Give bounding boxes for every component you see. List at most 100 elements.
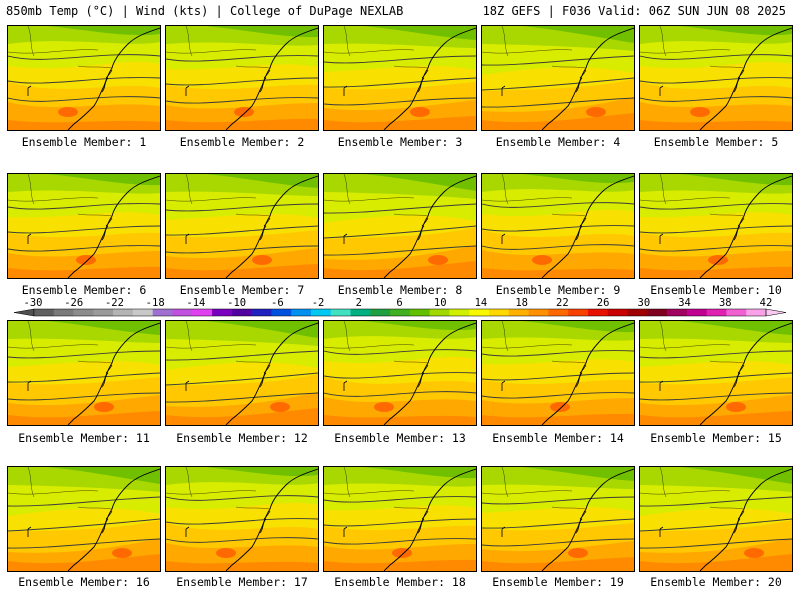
colorbar-segment (113, 309, 134, 316)
ensemble-member-label: Ensemble Member: 8 (337, 283, 463, 297)
model-run-info: 18Z GEFS | F036 Valid: 06Z SUN JUN 08 20… (482, 4, 786, 18)
ensemble-member-map (639, 25, 793, 131)
height-contour (640, 96, 792, 102)
wind-barb (501, 380, 506, 391)
ensemble-member-map (481, 173, 635, 279)
ensemble-member-map (639, 466, 793, 572)
bay-outline (417, 217, 429, 241)
height-contour (166, 392, 318, 403)
height-contour (482, 372, 634, 381)
ensemble-member-label: Ensemble Member: 11 (18, 431, 150, 445)
colorbar-segment (93, 309, 114, 316)
state-border (482, 321, 587, 364)
height-contour (482, 97, 634, 108)
colorbar-segment (212, 309, 233, 316)
coastline (225, 468, 318, 571)
colorbar-segment (390, 309, 411, 316)
coastline (541, 322, 634, 425)
colorbar-tick-label: -14 (186, 297, 206, 309)
height-contour (166, 203, 318, 212)
height-contour (640, 392, 792, 401)
temperature-field (482, 174, 634, 278)
height-contour (482, 538, 634, 547)
height-contour (482, 202, 634, 208)
temperature-field (324, 26, 476, 130)
temperature-field (640, 174, 792, 278)
colorbar-segment (706, 309, 727, 316)
height-contour (8, 203, 160, 210)
temperature-field (482, 26, 634, 130)
coastline (699, 27, 792, 130)
ensemble-member-label: Ensemble Member: 18 (334, 575, 466, 589)
wind-barb (343, 380, 348, 391)
height-contour (482, 55, 634, 66)
height-contour (482, 244, 634, 250)
coastline (383, 322, 476, 425)
coastline (225, 322, 318, 425)
height-contour (166, 77, 318, 86)
wind-barb (501, 85, 506, 96)
warm-core (568, 548, 588, 558)
bay-outline (575, 364, 587, 388)
height-contour (8, 77, 160, 84)
colorbar-tick-label: -2 (311, 297, 325, 309)
height-contour (640, 77, 792, 84)
height-contour (324, 391, 476, 397)
temperature-field (640, 26, 792, 130)
bay-outline (101, 510, 113, 534)
state-border (166, 321, 271, 364)
colorbar-segment (489, 309, 510, 316)
bay-outline (259, 69, 271, 93)
colorbar-segment (310, 309, 332, 316)
height-contour (166, 537, 318, 543)
ensemble-member-label: Ensemble Member: 3 (337, 135, 463, 149)
colorbar-segment (548, 309, 569, 316)
colorbar-tick-label: 10 (433, 297, 447, 309)
colorbar-segment (508, 309, 529, 316)
bay-outline (733, 69, 745, 93)
temperature-field (324, 321, 476, 425)
bay-outline (417, 510, 429, 534)
colorbar-segment (528, 309, 549, 316)
state-border (166, 174, 271, 217)
wind-barb (343, 233, 348, 244)
ensemble-member-map (165, 25, 319, 131)
ensemble-member-label: Ensemble Member: 14 (492, 431, 624, 445)
bay-outline (575, 510, 587, 534)
temperature-colorbar (13, 308, 787, 317)
ensemble-member-label: Ensemble Member: 6 (21, 283, 147, 297)
warm-core (726, 402, 746, 412)
height-contour (324, 349, 476, 355)
state-border (324, 174, 429, 217)
map-title: 850mb Temp (°C) | Wind (kts) | College o… (6, 4, 404, 18)
colorbar-segment (568, 309, 589, 316)
warm-core (392, 548, 412, 558)
colorbar-tick-label: 30 (637, 297, 651, 309)
height-contour (166, 372, 318, 386)
colorbar-tick-label: 34 (678, 297, 691, 309)
state-border (640, 321, 745, 364)
state-border (640, 467, 745, 510)
height-contour (324, 245, 476, 256)
colorbar-segment (449, 309, 470, 316)
ensemble-member-map (7, 466, 161, 572)
ensemble-member-label: Ensemble Member: 2 (179, 135, 305, 149)
height-contour (482, 77, 634, 91)
colorbar-tick-label: -30 (23, 297, 43, 309)
warm-core (58, 107, 78, 117)
coastline (383, 27, 476, 130)
colorbar-segment (429, 309, 450, 316)
colorbar-tick-label: 26 (596, 297, 610, 309)
state-border (482, 26, 587, 69)
colorbar-segment (172, 309, 193, 316)
ensemble-member-map (165, 173, 319, 279)
coastline (541, 468, 634, 571)
warm-core (744, 548, 764, 558)
height-contour (640, 225, 792, 234)
state-border (166, 467, 271, 510)
bay-outline (417, 364, 429, 388)
height-contour (324, 77, 476, 88)
colorbar-tick-label: 14 (474, 297, 488, 309)
ensemble-member-map (481, 466, 635, 572)
ensemble-member-map (7, 25, 161, 131)
